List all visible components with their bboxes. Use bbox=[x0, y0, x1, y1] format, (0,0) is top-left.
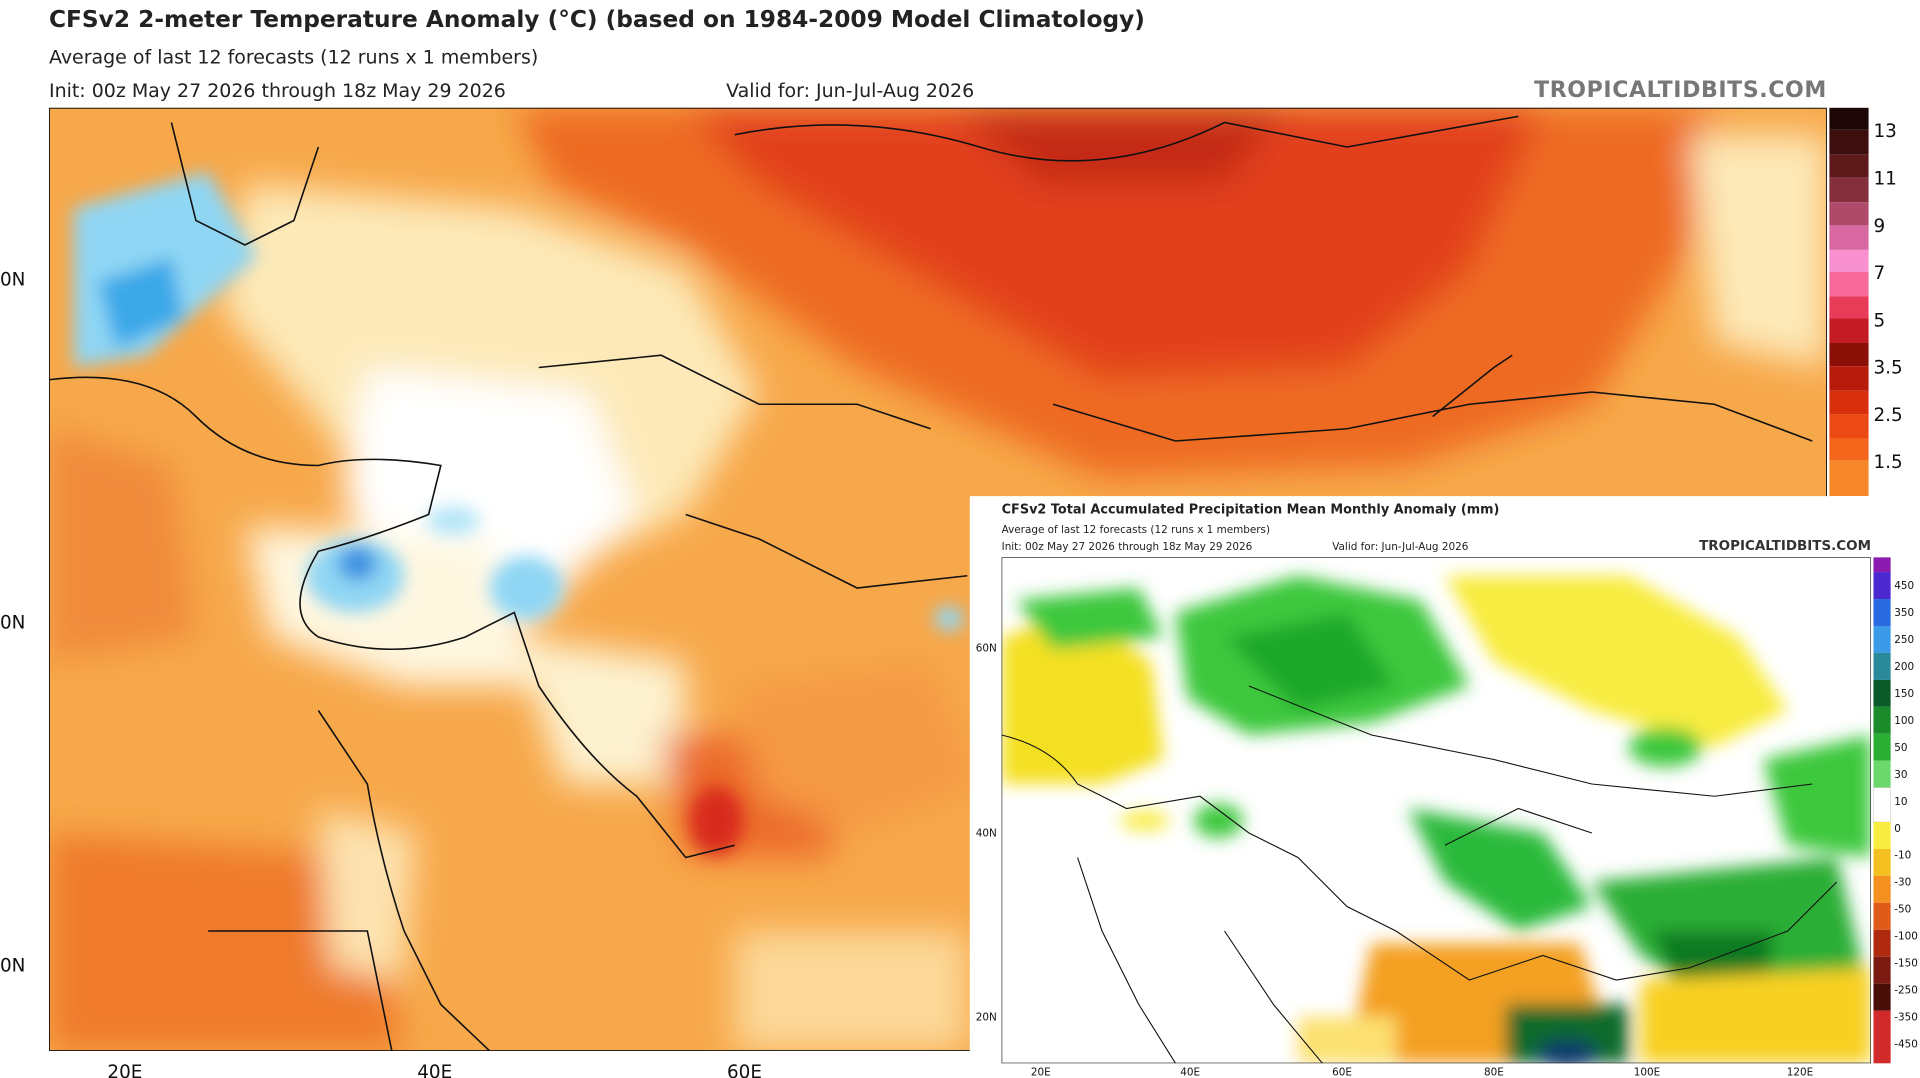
inset-colorbar-label: 450 bbox=[1894, 580, 1914, 592]
inset-lon-label: 100E bbox=[1634, 1067, 1660, 1078]
inset-colorbar-label: 350 bbox=[1894, 607, 1914, 619]
inset-colorbar-label: -50 bbox=[1894, 904, 1911, 916]
inset-lat-label: 40N bbox=[976, 828, 997, 840]
inset-lat-label: 20N bbox=[976, 1011, 997, 1023]
inset-lon-label: 120E bbox=[1787, 1067, 1813, 1078]
inset-colorbar-label: 0 bbox=[1894, 823, 1901, 835]
lat-label: 0N bbox=[0, 612, 25, 633]
inset-lon-label: 20E bbox=[1031, 1067, 1051, 1078]
inset-colorbar-label: -150 bbox=[1894, 958, 1918, 970]
main-source: TROPICALTIDBITS.COM bbox=[1534, 78, 1827, 103]
lon-label: 20E bbox=[107, 1062, 142, 1078]
colorbar-label: 7 bbox=[1873, 263, 1885, 284]
inset-colorbar-label: -10 bbox=[1894, 850, 1911, 862]
inset-source: TROPICALTIDBITS.COM bbox=[1699, 538, 1871, 554]
inset-colorbar-label: 30 bbox=[1894, 769, 1907, 781]
inset-subtitle: Average of last 12 forecasts (12 runs x … bbox=[1002, 524, 1270, 536]
inset-title: CFSv2 Total Accumulated Precipitation Me… bbox=[1002, 502, 1500, 517]
colorbar-label: 3.5 bbox=[1873, 358, 1902, 379]
inset-colorbar bbox=[1873, 557, 1891, 1064]
inset-lon-label: 40E bbox=[1180, 1067, 1200, 1078]
colorbar-label: 13 bbox=[1873, 121, 1896, 142]
inset-colorbar-label: -250 bbox=[1894, 984, 1918, 996]
inset-colorbar-label: 50 bbox=[1894, 742, 1907, 754]
inset-lon-label: 60E bbox=[1332, 1067, 1352, 1078]
lat-label: 0N bbox=[0, 269, 25, 290]
inset-colorbar-label: -100 bbox=[1894, 931, 1918, 943]
main-init: Init: 00z May 27 2026 through 18z May 29… bbox=[49, 80, 506, 102]
inset-lat-label: 60N bbox=[976, 643, 997, 655]
inset-colorbar-label: 10 bbox=[1894, 796, 1907, 808]
main-subtitle: Average of last 12 forecasts (12 runs x … bbox=[49, 47, 538, 69]
inset-colorbar-label: -30 bbox=[1894, 877, 1911, 889]
inset-colorbar-label: 100 bbox=[1894, 715, 1914, 727]
inset-colorbar-label: 250 bbox=[1894, 634, 1914, 646]
inset-lon-label: 80E bbox=[1484, 1067, 1504, 1078]
colorbar-label: 5 bbox=[1873, 310, 1885, 331]
inset-colorbar-label: 200 bbox=[1894, 661, 1914, 673]
inset-panel: CFSv2 Total Accumulated Precipitation Me… bbox=[969, 496, 1920, 1078]
precipitation-map bbox=[1001, 557, 1872, 1064]
main-valid: Valid for: Jun-Jul-Aug 2026 bbox=[726, 80, 974, 102]
colorbar-label: 11 bbox=[1873, 168, 1896, 189]
main-colorbar bbox=[1829, 107, 1869, 497]
inset-colorbar-label: -450 bbox=[1894, 1038, 1918, 1050]
colorbar-label: 2.5 bbox=[1873, 405, 1902, 426]
inset-colorbar-label: -350 bbox=[1894, 1011, 1918, 1023]
inset-init: Init: 00z May 27 2026 through 18z May 29… bbox=[1002, 541, 1253, 553]
lat-label: 0N bbox=[0, 955, 25, 976]
inset-valid: Valid for: Jun-Jul-Aug 2026 bbox=[1332, 541, 1468, 553]
colorbar-label: 9 bbox=[1873, 216, 1885, 237]
colorbar-label: 1.5 bbox=[1873, 452, 1902, 473]
lon-label: 60E bbox=[727, 1062, 762, 1078]
lon-label: 40E bbox=[417, 1062, 452, 1078]
inset-colorbar-label: 150 bbox=[1894, 688, 1914, 700]
main-title: CFSv2 2-meter Temperature Anomaly (°C) (… bbox=[49, 6, 1145, 33]
